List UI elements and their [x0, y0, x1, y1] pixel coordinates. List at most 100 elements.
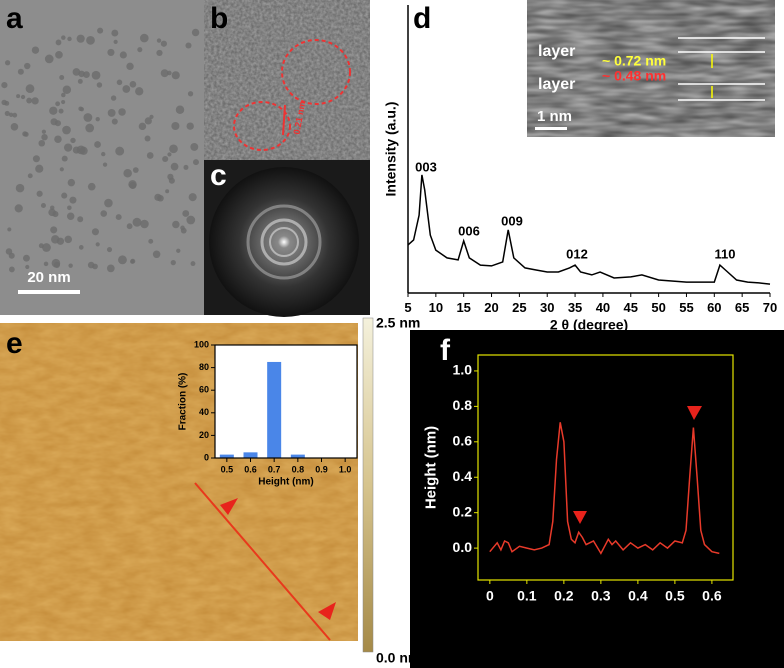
particle [8, 112, 14, 117]
y-tick-label: 0.0 [453, 539, 473, 555]
particle [61, 99, 66, 105]
particle [129, 80, 137, 88]
y-tick-label: 80 [199, 362, 209, 372]
panel-c: c [204, 159, 370, 317]
particle [77, 216, 84, 223]
particle [76, 145, 86, 155]
particle [50, 226, 58, 234]
peak-label: 110 [715, 246, 736, 261]
particle [59, 75, 65, 80]
particle [140, 219, 149, 229]
marker [687, 406, 702, 420]
particle [55, 101, 61, 107]
particle [67, 205, 72, 211]
x-tick-label: 45 [624, 300, 638, 315]
particle [70, 137, 76, 144]
x-tick-label: 70 [763, 300, 777, 315]
particle [59, 167, 64, 172]
particle [111, 118, 118, 125]
particle [97, 27, 104, 34]
peak-label: 006 [458, 223, 480, 238]
panel-f: f 0 0.1 0.2 0.3 0.4 0.5 0.6 0.0 0.2 0.4 0.6 0.8 1.0 H… [410, 330, 784, 668]
particle [115, 214, 122, 221]
scale-bar [535, 127, 567, 130]
particle [175, 105, 185, 114]
particle [43, 261, 49, 267]
y-tick-label: 0.2 [453, 503, 473, 519]
particle [116, 79, 123, 86]
particle [180, 225, 185, 231]
particle [190, 261, 196, 267]
particle [115, 146, 125, 156]
particle [140, 33, 149, 43]
particle [85, 123, 95, 133]
inset-label: layer [538, 43, 575, 60]
particle [64, 235, 73, 244]
x-tick-label: 0.5 [221, 464, 234, 474]
particle [160, 40, 167, 47]
marker [573, 511, 587, 524]
particle [168, 177, 175, 184]
particle [94, 141, 101, 148]
particle [31, 46, 40, 54]
particle [160, 69, 169, 78]
particle [7, 227, 12, 232]
x-tick-label: 0.3 [591, 587, 611, 603]
particle [41, 133, 48, 141]
panel-label: e [6, 327, 23, 360]
particle [1, 99, 7, 106]
particle [130, 259, 135, 264]
panel-label: b [210, 2, 228, 35]
x-tick-label: 0.6 [244, 464, 257, 474]
particle [162, 155, 169, 163]
particle [78, 245, 84, 250]
colorbar [362, 317, 374, 653]
particle [126, 62, 134, 71]
particle [23, 254, 30, 262]
particle [148, 238, 154, 244]
particle [95, 242, 100, 247]
particle [95, 116, 100, 122]
plot-background [410, 330, 784, 668]
y-tick-label: 20 [199, 430, 209, 440]
y-tick-label: 60 [199, 385, 209, 395]
particle [87, 182, 96, 191]
particle [188, 193, 197, 202]
particle [138, 122, 147, 131]
particle [118, 255, 127, 265]
particle [185, 42, 192, 49]
particle [169, 144, 178, 154]
colorbar-max: 2.5 nm [376, 315, 420, 331]
particle [78, 106, 83, 112]
particle [17, 68, 24, 75]
particle [132, 217, 142, 227]
particle [61, 155, 68, 162]
particle [128, 180, 137, 189]
crystal-outline [233, 101, 291, 151]
particle [76, 34, 85, 43]
panel-d: d 5 10 15 20 25 30 35 40 45 50 55 60 65 70 2 θ (degree… [383, 0, 777, 332]
particle [14, 204, 23, 213]
inset-texture [527, 0, 775, 137]
hrtem-texture [204, 0, 370, 160]
particle [44, 54, 54, 64]
colorbar-min: 0.0 nm [376, 650, 420, 666]
peak-label: 012 [566, 246, 588, 261]
particle [186, 215, 196, 225]
particle [172, 220, 180, 229]
profile-line [194, 482, 331, 641]
x-tick-label: 0.7 [268, 464, 281, 474]
spacing-marker [282, 104, 286, 136]
particle [77, 78, 83, 84]
particle [16, 94, 21, 99]
particle [24, 62, 31, 70]
particle [61, 192, 68, 199]
y-axis-label: Fraction (%) [178, 373, 189, 431]
x-tick-label: 10 [429, 300, 443, 315]
inset-label: ~ 0.72 nm [602, 53, 666, 69]
particle [40, 203, 46, 209]
y-tick-label: 0.6 [453, 433, 473, 449]
x-axis-label: Height (nm) [258, 476, 314, 487]
inset-background [215, 345, 357, 458]
